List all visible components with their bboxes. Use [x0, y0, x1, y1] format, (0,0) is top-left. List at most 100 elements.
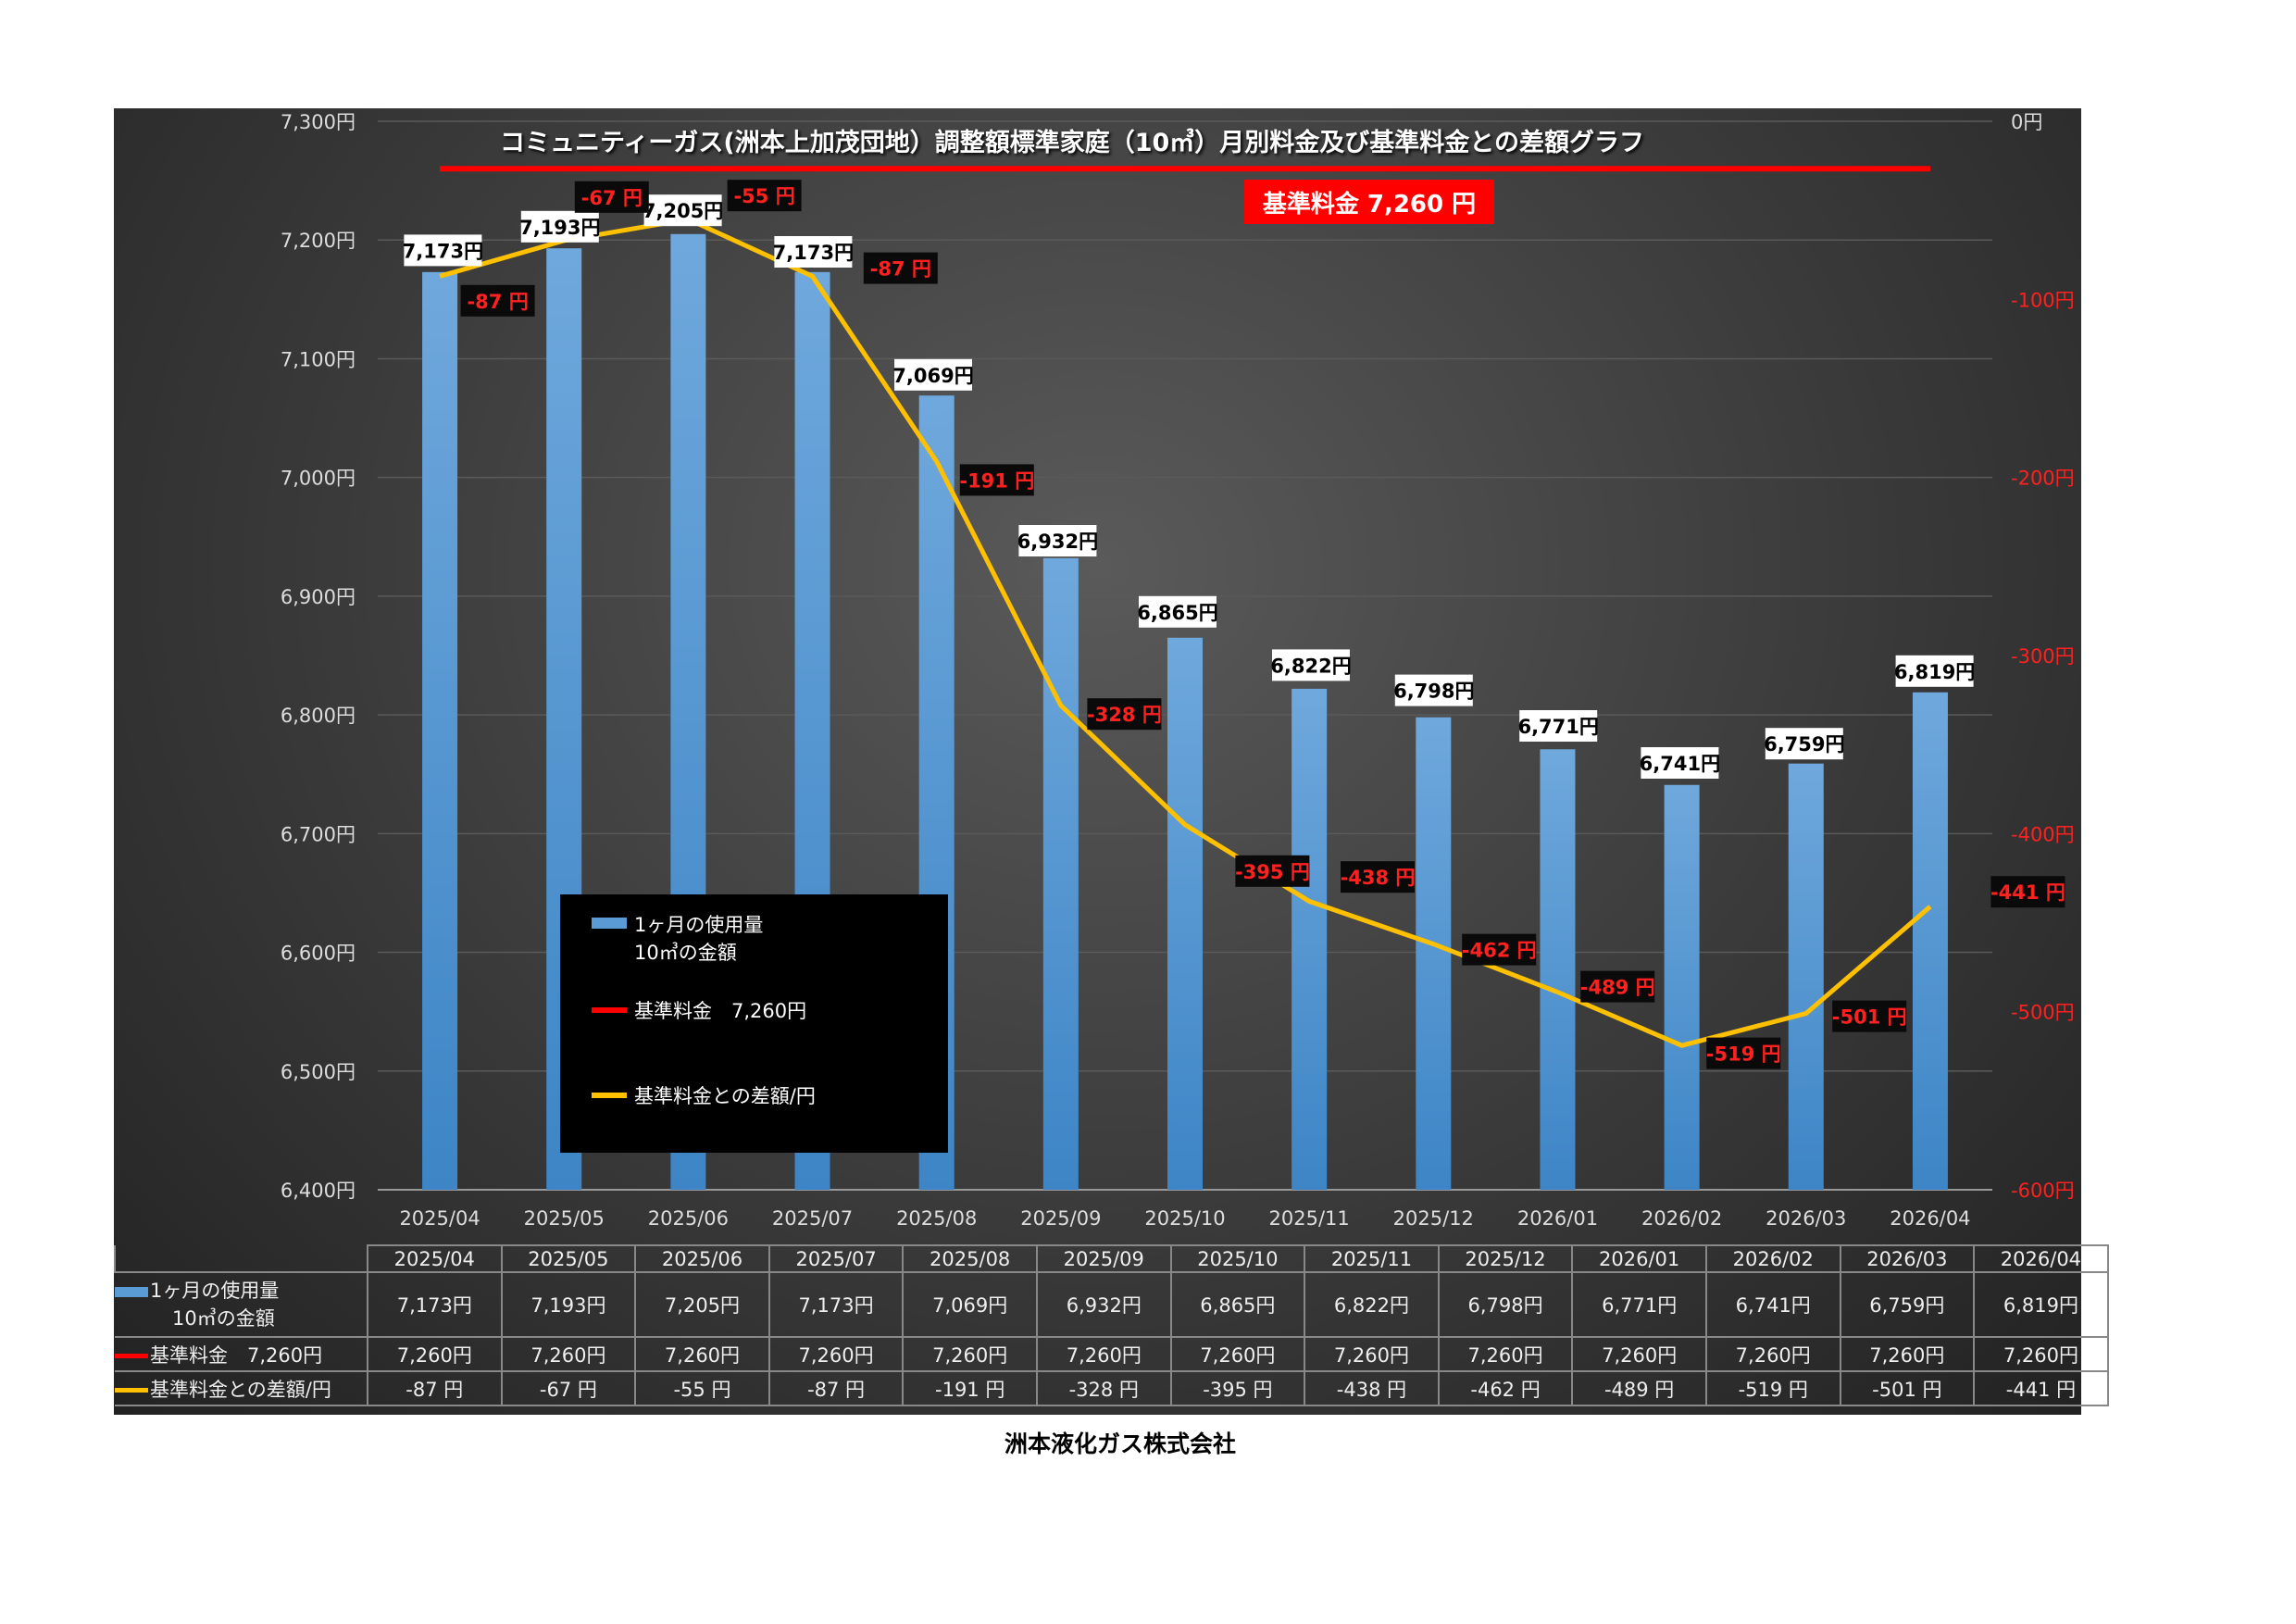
bar-data-label: 7,205円: [643, 200, 723, 222]
table-cell: 7,260円: [1973, 1336, 2109, 1372]
table-cell: -191 円: [902, 1370, 1038, 1406]
bar-label-box: [404, 234, 482, 267]
diff-label-box: [1990, 876, 2065, 908]
row-label-text: 10㎥の金額: [172, 1307, 275, 1330]
bar-label-box: [1394, 674, 1473, 706]
table-cell: 2025/06: [634, 1244, 770, 1273]
left-tick-label: 6,400円: [281, 1180, 356, 1202]
table-cell: -462 円: [1437, 1370, 1574, 1406]
x-tick-label: 2025/06: [648, 1207, 729, 1230]
table-cell: -395 円: [1169, 1370, 1306, 1406]
table-cell: 7,260円: [767, 1336, 905, 1372]
table-cell: 6,819円: [1973, 1271, 2109, 1338]
table-cell: 2025/12: [1437, 1244, 1574, 1273]
company-name: 洲本液化ガス株式会社: [1004, 1430, 1236, 1457]
row-label-text: 1ヶ月の使用量: [150, 1280, 280, 1302]
diff-data-label: -191 円: [959, 469, 1034, 492]
diff-label-box: [1580, 970, 1655, 1003]
table-cell: 7,260円: [1035, 1336, 1172, 1372]
x-tick-label: 2025/10: [1144, 1207, 1225, 1230]
bar-label-box: [894, 358, 972, 391]
legend-yellow-swatch: [592, 1093, 627, 1098]
x-tick-label: 2025/11: [1269, 1207, 1350, 1230]
table-cell: 2026/02: [1704, 1244, 1841, 1273]
base-price-annotation: 基準料金 7,260 円: [1244, 180, 1494, 224]
row-swatch: [115, 1388, 148, 1393]
table-cell: 2025/08: [902, 1244, 1038, 1273]
diff-data-label: -462 円: [1462, 940, 1537, 962]
bar-data-label: 6,819円: [1894, 661, 1975, 683]
diff-data-label: -87 円: [870, 258, 931, 281]
bar: [1292, 688, 1328, 1190]
x-tick-label: 2026/02: [1641, 1207, 1722, 1230]
table-cell: 2025/05: [500, 1244, 637, 1273]
diff-data-label: -519 円: [1706, 1043, 1781, 1066]
row-label-text: 基準料金 7,260円: [150, 1343, 323, 1367]
chart-title: コミュニティーガス(洲本上加茂団地）調整額標準家庭（10㎥）月別料金及び基準料金…: [500, 129, 1645, 157]
table-cell: 2025/07: [767, 1244, 905, 1273]
bar: [1788, 763, 1824, 1190]
table-cell: 2026/01: [1571, 1244, 1707, 1273]
bar-label-box: [1895, 655, 1974, 687]
table-cell: 7,205円: [634, 1271, 770, 1338]
left-tick-label: 6,800円: [281, 705, 356, 727]
bar-label-box: [1139, 595, 1217, 628]
table-row: 基準料金との差額/円 -87 円 -67 円 -55 円 -87 円 -191 円 -328…: [115, 1370, 2109, 1406]
table-cell: -55 円: [634, 1370, 770, 1406]
table-cell: 7,260円: [1839, 1336, 1976, 1372]
row-label: 基準料金 7,260円: [115, 1336, 368, 1372]
legend: 1ヶ月の使用量 10㎥の金額 基準料金 7,260円 基準料金との差額/円: [560, 894, 948, 1153]
table-row: 1ヶ月の使用量 10㎥の金額 7,173円 7,193円 7,205円 7,173円 7,0…: [115, 1271, 2109, 1338]
bar: [1416, 717, 1452, 1190]
x-tick-label: 2025/07: [772, 1207, 853, 1230]
table-cell: 6,741円: [1704, 1271, 1841, 1338]
table-cell: -87 円: [367, 1370, 503, 1406]
bar-label-box: [1641, 747, 1719, 779]
diff-label-box: [1462, 933, 1537, 966]
table-cell: 7,173円: [767, 1271, 905, 1338]
table-cell: 7,260円: [1571, 1336, 1707, 1372]
legend-bar-label2: 10㎥の金額: [634, 942, 737, 964]
left-tick-label: 6,600円: [281, 943, 356, 965]
table-cell: 7,193円: [500, 1271, 637, 1338]
table-cell: 6,822円: [1304, 1271, 1440, 1338]
bar-data-label: 7,193円: [519, 217, 600, 239]
legend-bar-swatch: [592, 918, 627, 929]
table-cell: 2025/10: [1169, 1244, 1306, 1273]
x-tick-label: 2025/09: [1020, 1207, 1101, 1230]
bar-data-label: 6,865円: [1137, 602, 1217, 624]
row-label: 基準料金との差額/円: [115, 1370, 368, 1406]
legend-yellow-label: 基準料金との差額/円: [634, 1085, 816, 1107]
bar-label-box: [520, 210, 599, 243]
x-tick-label: 2025/08: [896, 1207, 977, 1230]
table-cell: 7,260円: [1704, 1336, 1841, 1372]
table-cell: -67 円: [500, 1370, 637, 1406]
bar-label-box: [1765, 728, 1843, 760]
bar-label-box: [1018, 525, 1097, 556]
row-label: 1ヶ月の使用量 10㎥の金額: [115, 1271, 368, 1338]
left-tick-label: 7,300円: [281, 111, 356, 133]
row-swatch: [115, 1286, 148, 1297]
table-cell: 7,173円: [367, 1271, 503, 1338]
diff-label-box: [727, 180, 802, 212]
bar-data-label: 6,759円: [1764, 733, 1844, 756]
row-swatch: [115, 1354, 148, 1358]
bar-data-label: 6,771円: [1517, 716, 1598, 738]
bar-label-box: [643, 194, 722, 227]
diff-data-label: -55 円: [733, 185, 794, 207]
table-cell: 6,798円: [1437, 1271, 1574, 1338]
table-cell: 6,759円: [1839, 1271, 1976, 1338]
x-tick-label: 2026/03: [1766, 1207, 1846, 1230]
table-cell: 6,932円: [1035, 1271, 1172, 1338]
legend-yellow: 基準料金との差額/円: [592, 1081, 816, 1109]
diff-label-box: [863, 252, 938, 284]
bar-data-label: 7,173円: [403, 240, 483, 262]
table-cell: -441 円: [1973, 1370, 2109, 1406]
table-row: 基準料金 7,260円 7,260円 7,260円 7,260円 7,260円 7,260…: [115, 1336, 2109, 1372]
table-cell: 7,260円: [1169, 1336, 1306, 1372]
diff-data-label: -438 円: [1341, 867, 1416, 889]
right-tick-label: -300円: [2011, 645, 2075, 668]
table-cell: -328 円: [1035, 1370, 1172, 1406]
diff-label-box: [1706, 1037, 1781, 1069]
table-cell: 7,260円: [1437, 1336, 1574, 1372]
